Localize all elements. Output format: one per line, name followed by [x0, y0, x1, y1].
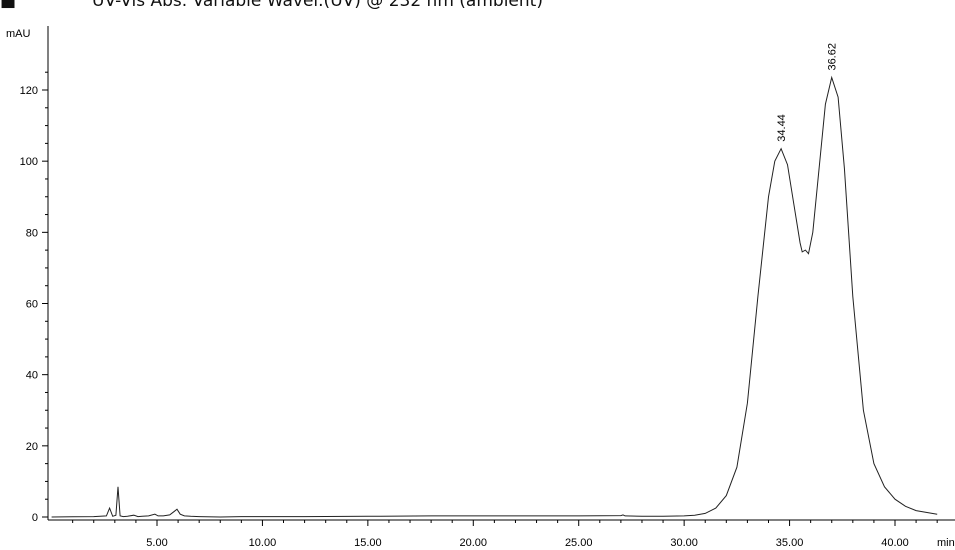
chromatogram-trace — [51, 75, 938, 518]
peak-labels: 34.44 36.62 — [776, 43, 839, 142]
series-group — [51, 75, 938, 518]
x-tick-label: 25.00 — [565, 537, 593, 549]
x-tick-label: 20.00 — [460, 537, 488, 549]
x-tick-label: 5.00 — [146, 537, 167, 549]
y-tick-label: 100 — [20, 156, 38, 168]
y-tick-label: 0 — [32, 512, 38, 524]
x-tick-label: 30.00 — [670, 537, 698, 549]
x-tick-label: 10.00 — [249, 537, 277, 549]
x-tick-label: 15.00 — [354, 537, 382, 549]
x-axis-ticks: 5.00 10.00 15.00 20.00 25.00 30.00 35.00 40.00 — [72, 520, 938, 549]
y-tick-label: 40 — [26, 370, 38, 382]
peak-label: 36.62 — [827, 43, 839, 71]
peak-label: 34.44 — [776, 114, 788, 142]
y-tick-label: 120 — [20, 85, 38, 97]
y-axis-ticks: 0 20 40 60 80 100 120 — [20, 71, 48, 524]
y-tick-label: 60 — [26, 299, 38, 311]
x-axis-unit-label: min — [937, 537, 955, 549]
chart-title: UV-Vis Abs. Variable Wavel.(UV) @ 232 nm… — [92, 0, 543, 11]
x-tick-label: 35.00 — [776, 537, 804, 549]
y-tick-label: 20 — [26, 441, 38, 453]
y-axis-unit-label: mAU — [6, 28, 31, 40]
title-marker: ■ — [0, 0, 16, 11]
y-tick-label: 80 — [26, 227, 38, 239]
x-tick-label: 40.00 — [881, 537, 909, 549]
